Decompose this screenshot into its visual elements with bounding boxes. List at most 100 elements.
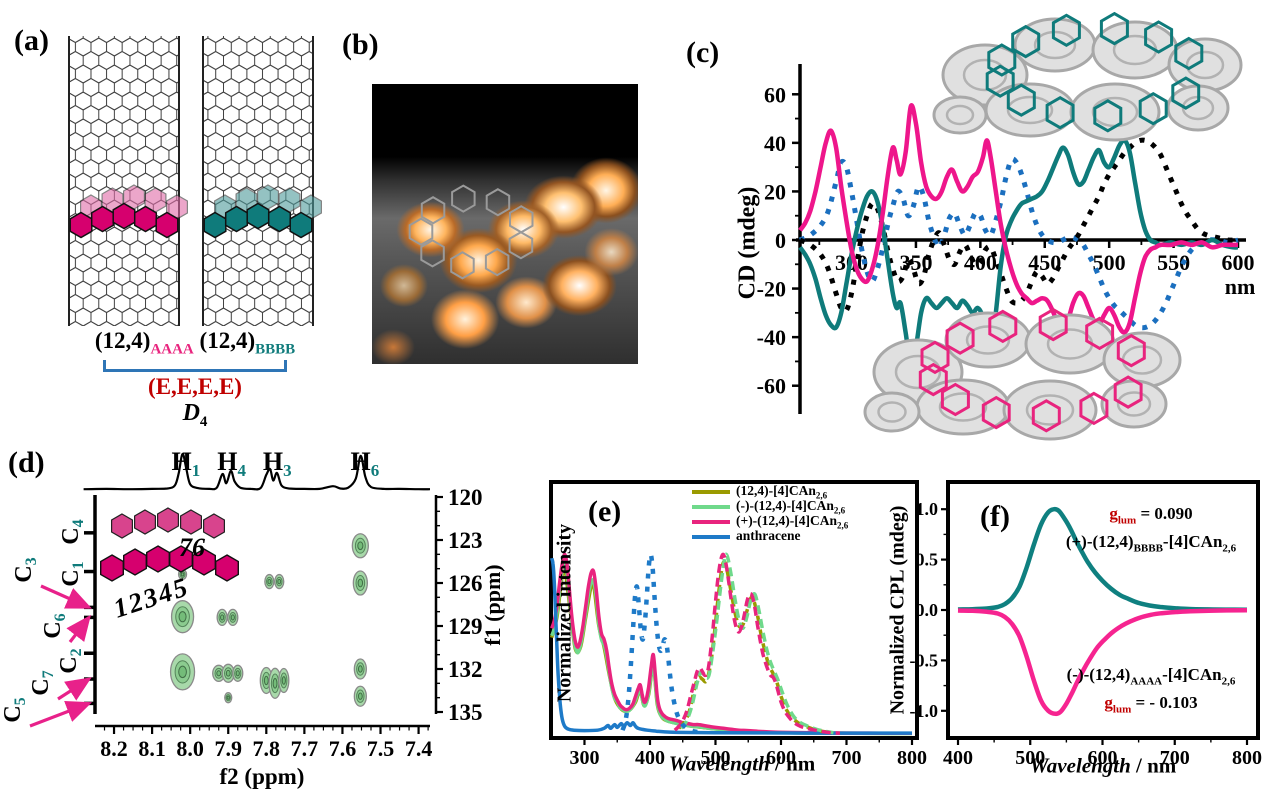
carbon-label: C4: [58, 519, 87, 544]
nanotube-body: [68, 36, 180, 326]
macrocycle-inset-teal: [932, 11, 1243, 142]
x-tick-label: 800: [1232, 747, 1262, 769]
f1-axis-label: f1 (ppm): [480, 564, 505, 645]
series-anthracene emission: [620, 552, 703, 735]
series-minus-enantiomer-CD: [798, 137, 1239, 369]
macrocycle-hex: [1079, 391, 1109, 426]
cross-peak-inner: [272, 678, 278, 689]
y-tick-label: 0.0: [916, 600, 939, 620]
plot-frame: [549, 480, 919, 740]
cross-peak-inner: [277, 578, 282, 585]
highlight-ring-lower-hex: [90, 205, 115, 233]
cross-peak-inner: [230, 614, 235, 621]
macrocycle-hex: [1113, 375, 1143, 409]
panel-d-label: (d): [8, 446, 45, 479]
cross-peak-inner: [357, 692, 363, 700]
inset-hex-lower: [100, 554, 124, 582]
assignment-arrow: [29, 700, 92, 728]
highlight-ring-lower-hex: [289, 211, 313, 239]
hydrogen-swirl-inner: [945, 104, 975, 126]
hydrogen-swirl-blob: [863, 391, 921, 433]
series-plus-enantiomer-CD: [798, 103, 1238, 335]
overlay-hex-ring: [508, 231, 534, 260]
f2-tick-label: 7.9: [214, 736, 242, 761]
bracket: [103, 359, 287, 372]
panel-e-label: (e): [588, 495, 622, 528]
carbon-label: C3: [11, 557, 40, 582]
hydrogen-swirl-inner: [965, 325, 1011, 355]
y-tick-label: 0.5: [916, 550, 939, 570]
cross-peak-inner: [216, 670, 222, 677]
uvvis-spectrum-chart: 300 400 500 600 700 800: [549, 480, 927, 769]
f1-tick-label: 126: [448, 571, 483, 596]
f2-tick-label: 7.6: [329, 736, 357, 761]
macrocycle-hex: [1031, 399, 1061, 433]
macrocycle-hex: [1011, 24, 1041, 59]
uvvis-x-axis-label: Wavelength / nm: [668, 751, 816, 776]
x-tick-label: 700: [1160, 747, 1190, 769]
macrocycle-hex: [1045, 95, 1075, 130]
f2-tick-label: 8.2: [100, 736, 128, 761]
overlay-hex-ring: [420, 196, 446, 225]
carbon-label: C7: [28, 670, 57, 695]
overlay-hex-ring: [420, 239, 445, 268]
proton-peak-label: H6: [350, 447, 379, 480]
f1-tick-label: 135: [448, 700, 483, 725]
cross-peak-inner: [357, 541, 364, 551]
inset-ring-number: 76: [179, 533, 205, 562]
carbon-label: C2: [56, 648, 85, 673]
macrocycle-hex: [918, 362, 948, 397]
highlight-ring-lower-hex: [246, 202, 270, 230]
macrocycle-hex: [1144, 20, 1174, 54]
overlay-hex-ring: [451, 184, 476, 213]
series-(+)-(12,4)BBBB-[4]CAn2,6 CPL: [957, 506, 1248, 612]
macrocycle-hex: [1085, 316, 1115, 351]
y-tick-label: -60: [757, 374, 786, 399]
macrocycle-hex: [1174, 36, 1204, 71]
cross-peak-inner: [220, 614, 225, 621]
proton-peak-label: H4: [217, 447, 246, 480]
1d-proton-trace: [83, 452, 431, 491]
series-dashed-black-calculated: [798, 137, 1239, 314]
inset-hex-upper: [134, 509, 157, 535]
x-tick-label: 800: [897, 747, 927, 769]
overlay-hex-ring: [484, 247, 510, 277]
hydrogen-swirl-inner: [1185, 50, 1225, 80]
legend-item: (-)-(12,4)-[4]CAn2,6: [692, 498, 848, 515]
macrocycle-hex: [1116, 333, 1146, 368]
series-(-)-(12,4)-[4]CAn2,6 emission: [680, 552, 834, 735]
inset-hex-lower: [191, 548, 217, 576]
legend-swatch-line: [692, 489, 730, 494]
carbon-label: C1: [58, 561, 87, 586]
macrocycle-hex: [1138, 91, 1168, 126]
f2-tick-label: 7.4: [405, 736, 433, 761]
legend-item: (+)-(12,4)-[4]CAn2,6: [692, 513, 848, 530]
cross-peak-inner: [225, 669, 231, 677]
assignment-arrow: [40, 584, 92, 609]
f2-tick-label: 7.8: [253, 736, 281, 761]
cpl-annotation-minus: (-)-(12,4)AAAA-[4]CAn2,6 glum = - 0.103: [1066, 665, 1236, 716]
f2-tick-label: 7.7: [291, 736, 319, 761]
carbon-label: C5: [0, 697, 29, 722]
macrocycle-hex: [981, 395, 1011, 430]
hydrogen-swirl-blob: [944, 311, 1032, 369]
f1-tick-label: 123: [448, 528, 483, 553]
cross-peak-inner: [267, 578, 272, 585]
panel-c-label: (c): [686, 36, 720, 69]
macrocycle-inset-pink: [863, 307, 1182, 441]
macrocycle-hex: [1099, 11, 1129, 46]
series-anthracene absorption: [549, 557, 912, 735]
cross-peak-inner: [178, 611, 187, 623]
inset-hex-upper: [156, 507, 180, 533]
inset-hex-lower: [123, 548, 147, 576]
formula-right: (12,4): [199, 328, 256, 353]
point-group-label: D4: [182, 399, 208, 430]
series-(-)-(12,4)AAAA-[4]CAn2,6 CPL: [957, 608, 1248, 717]
y-tick-label: 20: [764, 179, 786, 204]
legend-swatch-line: [692, 519, 730, 524]
assignment-arrow: [57, 677, 92, 701]
highlight-ring-lower-hex: [133, 205, 158, 233]
